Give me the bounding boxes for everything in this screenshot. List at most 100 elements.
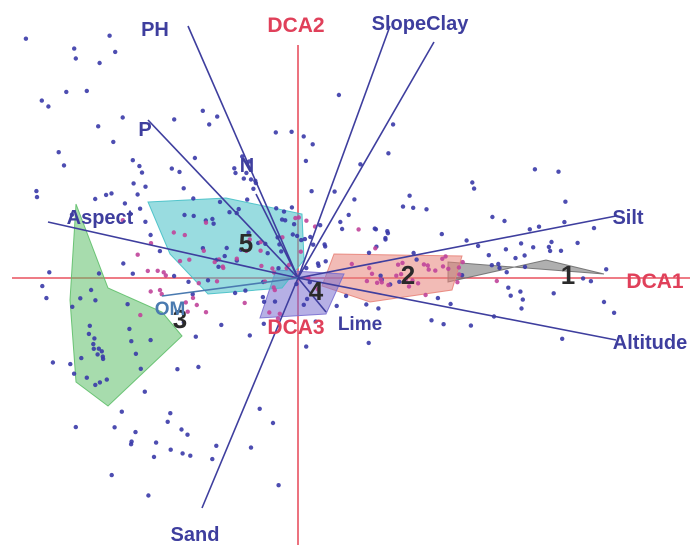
site-point — [39, 98, 44, 103]
site-point — [95, 352, 100, 357]
site-point — [203, 220, 209, 225]
site-point — [179, 427, 184, 432]
site-point — [93, 382, 98, 388]
site-point — [64, 89, 69, 95]
site-point — [531, 245, 536, 250]
site-point — [191, 213, 196, 219]
site-point — [185, 432, 190, 437]
site-point — [155, 268, 160, 273]
site-point — [358, 162, 363, 167]
site-point — [86, 331, 92, 337]
site-point — [563, 199, 568, 204]
site-point — [536, 224, 542, 229]
site-point — [23, 36, 29, 41]
site-point — [464, 238, 469, 243]
vector-n — [255, 193, 299, 279]
site-point — [304, 218, 309, 223]
site-point — [186, 279, 191, 284]
vector-om — [161, 277, 299, 297]
site-point — [138, 366, 143, 371]
site-point — [188, 453, 193, 458]
site-point — [224, 245, 229, 251]
site-point — [247, 237, 252, 242]
site-point — [216, 264, 221, 269]
site-point — [441, 322, 446, 327]
site-point — [322, 242, 327, 247]
site-point — [308, 234, 313, 240]
site-point — [291, 222, 297, 227]
site-point — [425, 263, 430, 268]
site-point — [270, 266, 275, 271]
site-point — [276, 266, 281, 271]
site-point — [217, 199, 223, 205]
site-point — [433, 268, 438, 273]
site-point — [503, 247, 509, 252]
site-point — [519, 306, 524, 311]
site-point — [191, 196, 196, 201]
site-point — [276, 483, 281, 488]
site-point — [243, 288, 248, 293]
site-point — [490, 214, 495, 220]
site-point — [79, 355, 84, 361]
site-point — [192, 155, 198, 161]
site-point — [302, 236, 308, 242]
site-point — [96, 124, 101, 129]
site-point — [315, 287, 320, 292]
site-point — [219, 322, 224, 328]
site-point — [121, 261, 126, 266]
site-point — [522, 264, 528, 270]
site-point — [496, 261, 501, 267]
site-point — [289, 205, 295, 210]
site-point — [129, 339, 134, 344]
site-point — [34, 194, 40, 200]
site-point — [153, 440, 159, 445]
site-point — [294, 233, 300, 239]
site-point — [168, 411, 173, 416]
site-point — [547, 248, 553, 254]
site-point — [258, 248, 263, 253]
site-point — [180, 451, 185, 456]
vector-ph — [187, 25, 299, 279]
site-point — [311, 242, 316, 247]
site-point — [177, 169, 182, 175]
site-point — [47, 270, 52, 275]
site-point — [390, 122, 396, 127]
site-point — [161, 270, 166, 275]
site-point — [471, 186, 477, 191]
site-point — [120, 218, 126, 223]
site-point — [407, 193, 412, 198]
site-point — [238, 247, 244, 252]
site-point — [251, 186, 256, 191]
site-point — [313, 319, 318, 324]
site-point — [338, 219, 343, 225]
site-point — [520, 297, 525, 302]
site-point — [386, 151, 391, 156]
site-point — [270, 420, 276, 426]
site-point — [440, 264, 446, 269]
site-point — [334, 303, 339, 309]
site-point — [109, 191, 114, 196]
site-point — [395, 262, 401, 267]
site-point — [394, 273, 399, 278]
site-point — [175, 367, 180, 372]
site-point — [575, 240, 580, 246]
site-point — [137, 163, 142, 169]
site-point — [109, 472, 114, 478]
site-point — [373, 246, 378, 251]
site-point — [558, 248, 564, 253]
site-point — [279, 249, 284, 254]
site-point — [549, 239, 554, 245]
site-point — [73, 424, 79, 430]
site-point — [244, 248, 249, 254]
group-label-4: 4 — [309, 276, 324, 306]
site-point — [214, 279, 220, 284]
site-point — [234, 256, 239, 261]
vector-aspect — [47, 221, 299, 279]
site-point — [172, 117, 177, 122]
site-point — [468, 323, 474, 328]
site-point — [211, 221, 216, 226]
site-point — [356, 227, 361, 232]
site-point — [440, 256, 445, 261]
site-point — [61, 163, 67, 168]
site-point — [588, 279, 594, 284]
